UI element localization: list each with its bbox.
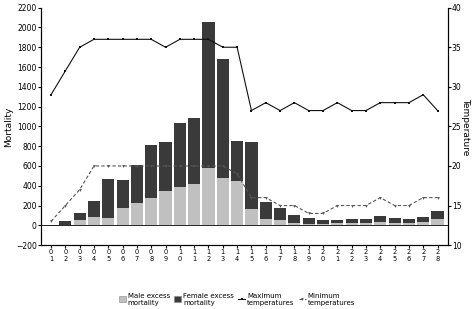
Bar: [260, 202, 272, 219]
Bar: [374, 216, 386, 222]
Bar: [88, 218, 100, 225]
Bar: [331, 223, 344, 225]
Bar: [403, 223, 415, 225]
Bar: [117, 209, 128, 225]
Bar: [59, 221, 72, 225]
Bar: [202, 22, 215, 168]
Bar: [102, 179, 114, 218]
Bar: [174, 123, 186, 187]
Bar: [431, 211, 444, 219]
Bar: [131, 203, 143, 225]
Bar: [131, 165, 143, 203]
Bar: [117, 180, 128, 209]
Bar: [317, 220, 329, 224]
Bar: [274, 208, 286, 220]
Bar: [174, 187, 186, 225]
Bar: [274, 220, 286, 225]
Bar: [431, 219, 444, 225]
Bar: [346, 223, 358, 225]
Bar: [145, 198, 157, 225]
Bar: [417, 218, 429, 222]
Bar: [417, 222, 429, 225]
Bar: [188, 184, 200, 225]
Bar: [246, 210, 257, 225]
Bar: [217, 59, 229, 178]
Bar: [288, 223, 301, 225]
Bar: [188, 118, 200, 184]
Bar: [389, 218, 401, 223]
Bar: [102, 218, 114, 225]
Bar: [260, 219, 272, 225]
Bar: [389, 223, 401, 225]
Bar: [45, 225, 57, 226]
Bar: [288, 215, 301, 223]
Bar: [159, 142, 172, 191]
Bar: [145, 145, 157, 198]
Bar: [88, 201, 100, 218]
Bar: [202, 168, 215, 225]
Legend: Male excess
mortality, Female excess
mortality, Maximum
temperatures, Minimum
te: Male excess mortality, Female excess mor…: [119, 293, 355, 306]
Bar: [360, 219, 372, 223]
Bar: [346, 219, 358, 223]
Bar: [246, 142, 257, 210]
Y-axis label: Mortality: Mortality: [4, 106, 13, 146]
Bar: [331, 220, 344, 223]
Bar: [73, 214, 86, 220]
Bar: [73, 220, 86, 225]
Bar: [302, 218, 315, 224]
Bar: [317, 224, 329, 225]
Bar: [231, 181, 243, 225]
Bar: [231, 141, 243, 181]
Bar: [159, 191, 172, 225]
Bar: [403, 219, 415, 223]
Bar: [374, 222, 386, 225]
Bar: [360, 223, 372, 225]
Bar: [302, 224, 315, 225]
Y-axis label: Temperature: Temperature: [461, 98, 470, 155]
Bar: [217, 178, 229, 225]
